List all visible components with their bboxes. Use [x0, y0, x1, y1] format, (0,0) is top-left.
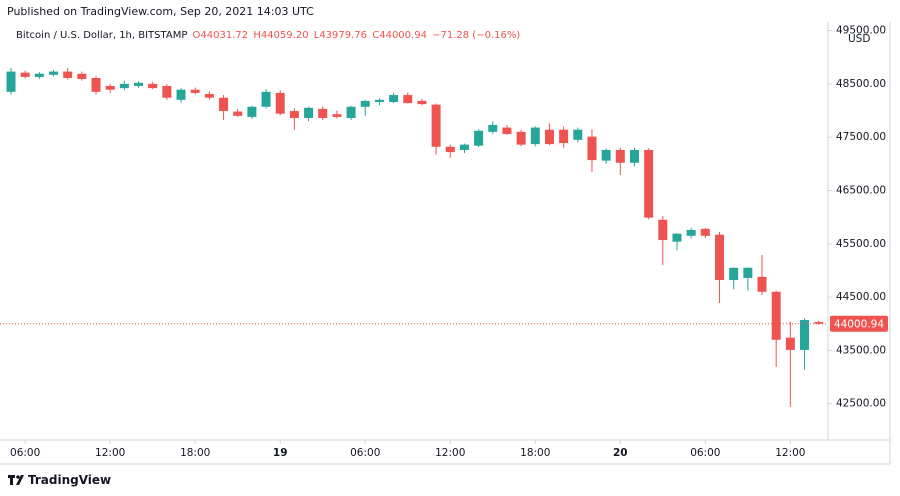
y-tick-label: 48500.00 — [836, 78, 886, 90]
candle-body — [743, 267, 753, 278]
quote: H44059.20 — [253, 30, 309, 41]
candle-body — [91, 77, 101, 92]
y-tick-label: 46500.00 — [836, 184, 886, 196]
x-tick-label: 06:00 — [690, 447, 720, 459]
candle-body — [672, 233, 682, 242]
candle-body — [700, 228, 710, 236]
y-tick-label: 45500.00 — [836, 238, 886, 250]
candle-body — [785, 337, 795, 350]
candle-body — [601, 149, 611, 161]
published-note: Published on TradingView.com, Sep 20, 20… — [7, 5, 314, 18]
y-tick-label: 47500.00 — [836, 131, 886, 143]
symbol-title: Bitcoin / U.S. Dollar, 1h, BITSTAMP — [16, 30, 188, 41]
candle-body — [644, 149, 654, 218]
y-tick-label: 44500.00 — [836, 291, 886, 303]
x-tick-label: 06:00 — [350, 447, 380, 459]
candle-body — [629, 149, 639, 163]
price-tag-label: 44000.94 — [834, 319, 884, 331]
price-tag — [830, 315, 888, 332]
candle-body — [134, 82, 144, 86]
candle-body — [431, 104, 441, 147]
candle-body — [544, 129, 554, 145]
candle-body — [233, 111, 243, 116]
candle-body — [247, 106, 257, 117]
candle-body — [445, 146, 455, 153]
x-tick-label: 12:00 — [775, 447, 805, 459]
candle-body — [176, 89, 186, 100]
candle-body — [686, 229, 696, 236]
x-tick-label: 06:00 — [10, 447, 40, 459]
candle-body — [360, 100, 370, 107]
candle-body — [459, 144, 469, 150]
x-tick-label: 18:00 — [180, 447, 210, 459]
candle-body — [559, 129, 569, 144]
quote: C44000.94 — [372, 30, 427, 41]
candle-body — [573, 129, 583, 140]
x-tick-label: 20 — [613, 447, 628, 459]
candle-body — [148, 83, 158, 89]
candle-body — [403, 95, 413, 104]
unit-label: USD — [848, 33, 870, 45]
candle-body — [417, 100, 427, 105]
candle-body — [814, 322, 824, 324]
candle-body — [190, 89, 200, 93]
candle-body — [275, 92, 285, 114]
candle-body — [615, 149, 625, 163]
x-tick-label: 12:00 — [95, 447, 125, 459]
candle-body — [658, 219, 668, 241]
candle-body — [204, 93, 214, 98]
x-tick-label: 19 — [273, 447, 288, 459]
candle-body — [261, 91, 271, 107]
candle-body — [389, 95, 399, 102]
candle-body — [346, 106, 356, 118]
candle-body — [219, 97, 229, 112]
candle-body — [488, 124, 498, 132]
y-tick-label: 49500.00 — [836, 25, 886, 37]
candle-body — [119, 83, 129, 89]
y-tick-label: 43500.00 — [836, 344, 886, 356]
candle-body — [289, 111, 299, 118]
candle-body — [374, 99, 384, 102]
brand: TradingView — [28, 473, 112, 487]
candle-body — [715, 234, 724, 281]
candle-body — [34, 73, 44, 77]
candle-body — [516, 131, 526, 145]
x-tick-label: 18:00 — [520, 447, 550, 459]
candle-body — [474, 130, 484, 146]
candle-body — [332, 114, 342, 117]
candle-body — [318, 108, 328, 118]
candle-body — [729, 267, 739, 281]
candle-body — [587, 136, 597, 161]
candle-body — [162, 85, 172, 98]
candle-body — [20, 72, 30, 77]
candle-body — [77, 73, 87, 80]
candle-body — [49, 71, 59, 75]
candle-body — [800, 320, 810, 350]
candle-body — [757, 276, 767, 292]
candle-body — [530, 127, 540, 145]
candle-body — [63, 71, 73, 78]
candle-body — [502, 127, 512, 134]
logo — [8, 475, 24, 485]
quote: L43979.76 — [313, 30, 368, 41]
quote: O44031.72 — [192, 30, 249, 41]
x-tick-label: 12:00 — [435, 447, 465, 459]
candle-body — [771, 291, 781, 340]
y-tick-label: 42500.00 — [836, 398, 886, 410]
symbol-info: Bitcoin / U.S. Dollar, 1h, BITSTAMP O440… — [16, 30, 522, 41]
candle-body — [304, 107, 314, 118]
quote: −71.28 (−0.16%) — [432, 30, 521, 41]
candle-body — [105, 85, 115, 90]
candle-body — [6, 71, 16, 92]
